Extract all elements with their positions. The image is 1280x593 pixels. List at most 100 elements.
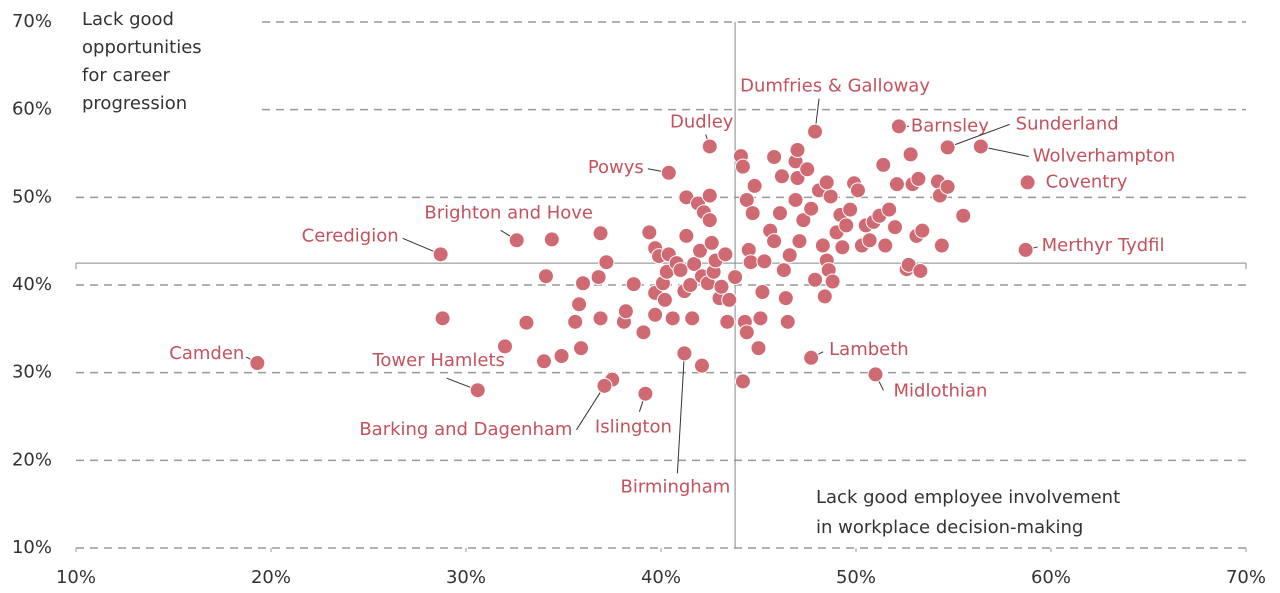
y-tick-label: 10%: [12, 537, 52, 558]
point: [713, 278, 730, 295]
point: [818, 174, 835, 191]
labeled-point: [676, 345, 693, 362]
point: [719, 313, 736, 330]
point: [617, 303, 634, 320]
point: [575, 275, 591, 292]
point: [822, 188, 839, 205]
point: [752, 310, 769, 327]
point: [682, 277, 699, 293]
x-tick-label: 10%: [56, 567, 96, 588]
y-tick-label: 70%: [12, 11, 52, 32]
point: [625, 276, 642, 293]
labeled-point: [637, 385, 654, 402]
point: [861, 232, 878, 249]
point: [933, 237, 950, 254]
labeled-point: [469, 382, 486, 399]
point: [781, 247, 798, 264]
y-annotation: progression: [82, 93, 187, 114]
point: [881, 201, 898, 218]
y-tick-label: 50%: [12, 186, 52, 207]
point: [842, 201, 859, 218]
point: [875, 156, 892, 173]
point: [807, 271, 824, 288]
y-tick-label: 20%: [12, 449, 52, 470]
point: [816, 288, 833, 305]
y-tick-label: 30%: [12, 362, 52, 383]
point: [750, 340, 767, 357]
point: [571, 296, 588, 313]
labeled-point: [432, 246, 449, 263]
labeled-point: [1019, 174, 1036, 191]
point: [434, 310, 451, 327]
labeled-point: [939, 139, 956, 156]
point: [647, 306, 664, 323]
point: [543, 231, 560, 248]
point: [912, 262, 929, 279]
point: [779, 313, 796, 330]
point-label: Ceredigion: [302, 225, 399, 246]
y-annotation: Lack good: [82, 9, 174, 30]
point: [877, 237, 894, 254]
point: [902, 146, 919, 163]
point: [727, 269, 744, 286]
point: [721, 291, 738, 308]
point-label: Sunderland: [1016, 113, 1119, 134]
point: [678, 227, 695, 244]
point: [672, 262, 689, 279]
labeled-point: [807, 123, 824, 140]
point: [814, 237, 831, 254]
point-label: Barking and Dagenham: [359, 419, 572, 440]
point: [717, 246, 734, 263]
point: [693, 357, 710, 374]
point: [537, 268, 554, 285]
point: [734, 158, 751, 175]
x-tick-label: 50%: [836, 567, 876, 588]
point-label: Birmingham: [621, 476, 731, 497]
x-annotation: Lack good employee involvement: [816, 487, 1120, 508]
labeled-point: [867, 366, 884, 383]
point-label: Dumfries & Galloway: [740, 76, 930, 97]
point: [738, 324, 755, 341]
labeled-point: [596, 377, 613, 394]
x-annotation: in workplace decision-making: [816, 517, 1083, 538]
point: [787, 191, 804, 208]
labeled-point: [803, 349, 820, 366]
point: [799, 161, 816, 178]
point: [789, 141, 806, 158]
y-annotation: for career: [82, 65, 171, 86]
point-label: Barnsley: [911, 115, 989, 136]
labeled-point: [660, 164, 677, 181]
point: [910, 170, 927, 187]
labeled-point: [1017, 241, 1034, 258]
point: [734, 373, 751, 390]
point: [518, 314, 535, 331]
labeled-point: [249, 355, 266, 372]
point: [686, 255, 703, 272]
point-label: Powys: [588, 157, 644, 178]
point: [592, 225, 609, 242]
x-tick-label: 70%: [1226, 567, 1266, 588]
leader-line: [676, 353, 685, 474]
point: [592, 310, 609, 327]
point: [766, 149, 783, 166]
point: [754, 284, 771, 301]
point: [791, 233, 808, 250]
x-tick-label: 40%: [641, 567, 681, 588]
point: [766, 233, 783, 250]
point: [536, 353, 552, 370]
point: [834, 239, 851, 256]
point: [773, 168, 790, 185]
point: [849, 182, 866, 199]
point: [497, 338, 513, 355]
point: [756, 253, 773, 270]
point-label: Dudley: [670, 111, 734, 132]
point: [771, 205, 788, 222]
point-label: Merthyr Tydfil: [1042, 235, 1165, 256]
point: [641, 224, 658, 241]
point: [914, 222, 931, 239]
point: [701, 187, 718, 204]
labeled-point: [972, 138, 989, 155]
point: [803, 200, 820, 217]
point: [955, 207, 972, 224]
